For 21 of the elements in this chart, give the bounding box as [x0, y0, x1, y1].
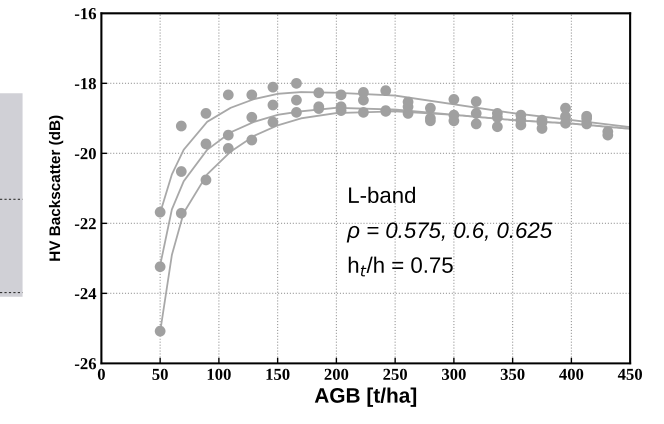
x-tick-label: 400 [559, 368, 584, 380]
x-axis-title: AGB [t/ha] [314, 388, 416, 407]
y-axis-title: HV Backscatter (dB) [48, 116, 64, 261]
y-tick-label: -20 [74, 148, 96, 160]
x-tick-label: 450 [618, 368, 642, 380]
x-tick-label: 350 [500, 368, 524, 380]
annotation: L-band [349, 186, 416, 204]
x-tick-label: 50 [152, 368, 168, 380]
y-tick-label: -16 [74, 8, 96, 20]
x-tick-label: 0 [98, 368, 105, 380]
y-tick-label: -22 [74, 218, 96, 230]
annotation: h$_{t}$/h = 0.75 [348, 256, 453, 276]
x-tick-label: 150 [266, 368, 290, 380]
y-tick-label: -18 [74, 78, 96, 90]
x-tick-label: 250 [383, 368, 408, 380]
x-tick-label: 300 [442, 368, 466, 380]
annotation: ρ = 0.575, 0.6, 0.625 [346, 222, 552, 242]
x-tick-label: 200 [324, 368, 348, 380]
x-tick-label: 100 [208, 368, 231, 380]
y-tick-label: -26 [74, 358, 96, 370]
y-tick-label: -24 [74, 288, 96, 300]
